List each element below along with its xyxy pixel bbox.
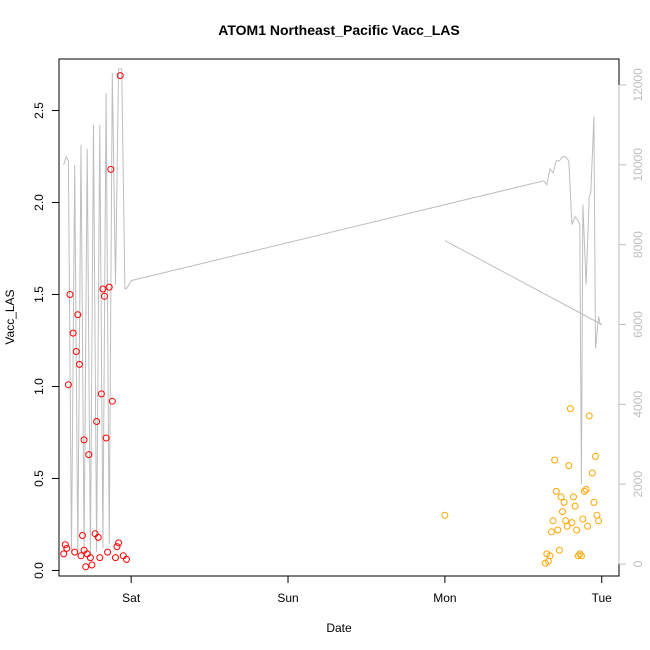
data-point-series-0 [113,543,121,551]
data-point-series-0 [115,539,123,547]
data-point-series-0 [123,555,130,563]
data-point-series-1 [585,412,593,420]
data-point-series-1 [552,487,560,495]
y2-tick-label: 10000 [631,148,645,182]
data-point-series-1 [554,526,562,534]
data-point-series-0 [101,292,108,300]
data-point-series-1 [555,546,563,554]
data-point-series-0 [66,291,74,298]
data-point-series-1 [568,519,576,527]
data-point-series-0 [107,165,115,173]
y2-tick-label: 8000 [631,231,645,258]
data-point-series-0 [105,283,113,291]
data-point-series-0 [60,550,68,558]
data-point-series-1 [581,487,588,495]
data-point-series-0 [69,329,77,337]
data-point-series-1 [560,498,568,506]
data-point-series-1 [579,515,587,523]
line-layer [63,68,602,557]
y-tick-label: 0.0 [32,562,46,579]
data-point-series-1 [570,493,577,501]
data-point-series-0 [80,436,88,444]
y-axis-label: Vacc_LAS [3,289,17,344]
data-point-series-0 [71,548,79,556]
y-tick-label: 0.5 [32,470,46,487]
data-point-series-1 [565,462,573,470]
data-point-series-0 [75,360,83,368]
data-point-series-0 [61,541,69,549]
data-point-series-0 [93,418,101,425]
data-point-series-1 [582,486,590,493]
x-tick-label: Tue [592,591,613,605]
data-point-series-1 [592,452,599,460]
points-layer [60,72,603,571]
data-point-series-1 [551,456,559,464]
data-point-series-0 [116,72,124,80]
data-point-series-0 [64,381,72,389]
data-point-series-1 [571,502,579,510]
x-tick-label: Sat [122,591,141,605]
x-axis: Sat Sun Mon Tue [122,575,613,605]
data-point-series-1 [546,552,554,560]
y2-tick-label: 12000 [631,68,645,102]
data-point-series-0 [104,548,112,556]
y2-tick-label: 6000 [631,311,645,338]
x-tick-label: Mon [433,591,456,605]
data-point-series-1 [441,511,449,519]
data-point-series-0 [77,552,85,560]
y-axis-right: 0 2000 4000 6000 8000 10000 12000 [618,68,645,567]
y2-tick-label: 0 [631,560,645,567]
data-point-series-0 [99,285,107,293]
data-point-series-0 [96,554,104,562]
y2-tick-label: 2000 [631,471,645,498]
data-point-series-1 [588,469,596,477]
data-point-series-1 [573,526,581,534]
data-point-series-1 [557,493,565,501]
data-point-series-1 [563,522,571,530]
data-point-series-1 [576,550,584,558]
data-point-series-1 [584,522,592,530]
data-point-series-0 [86,554,94,562]
data-point-series-1 [590,498,598,506]
y-tick-label: 2.5 [32,102,46,119]
x-tick-label: Sun [277,591,298,605]
chart-title: ATOM1 Northeast_Pacific Vacc_LAS [218,22,459,38]
data-point-series-0 [74,311,82,319]
data-point-series-0 [85,451,93,459]
data-point-series-1 [559,508,566,516]
data-point-series-0 [94,533,102,541]
y-tick-label: 1.0 [32,378,46,395]
data-point-series-0 [82,563,90,571]
data-point-series-0 [63,544,71,552]
data-point-series-1 [566,405,574,413]
data-point-series-1 [549,517,557,525]
data-point-series-1 [548,528,555,536]
data-point-series-1 [574,552,582,560]
data-point-series-0 [88,561,96,569]
x-axis-label: Date [326,621,352,635]
y-tick-label: 1.5 [32,286,46,303]
data-point-series-1 [595,517,603,525]
data-point-series-0 [79,532,86,539]
data-point-series-0 [72,348,80,355]
data-point-series-1 [577,552,585,560]
series-line [63,68,602,557]
data-point-series-0 [102,434,110,442]
data-point-series-0 [112,554,119,562]
y-axis-left: 0.0 0.5 1.0 1.5 2.0 2.5 [32,102,60,579]
data-point-series-0 [108,397,116,405]
y2-tick-label: 4000 [631,391,645,418]
data-point-series-0 [97,390,105,398]
y-tick-label: 2.0 [32,194,46,211]
